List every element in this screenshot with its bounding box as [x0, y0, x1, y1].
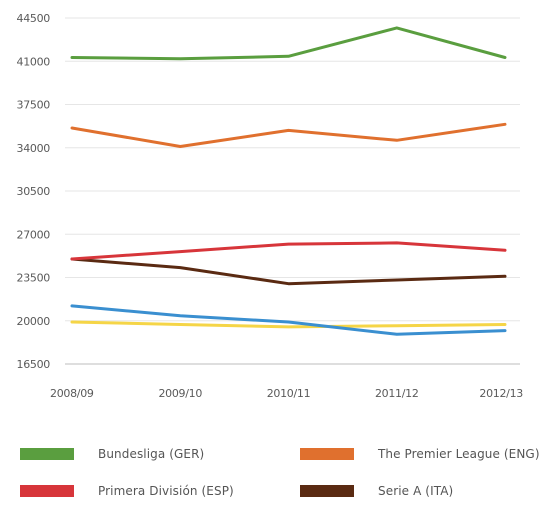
legend-label: Bundesliga (GER) [98, 447, 204, 461]
x-tick-label: 2009/10 [158, 387, 202, 400]
legend-label: Serie A (ITA) [378, 484, 453, 498]
series-line-unlabeled-f5d547 [70, 320, 507, 329]
series-line-bundesliga-ger [70, 26, 507, 61]
series-line-unlabeled-3a8fd0 [70, 304, 507, 336]
y-tick-label: 20000 [17, 315, 51, 328]
legend-label: The Premier League (ENG) [377, 447, 540, 461]
gridlines [65, 17, 520, 365]
y-axis: 16500 20000 23500 27000 30500 34000 37500 41000… [17, 12, 51, 371]
legend-swatch [300, 448, 354, 460]
x-tick-label: 2011/12 [375, 387, 419, 400]
y-tick-label: 44500 [17, 12, 51, 25]
y-tick-label: 16500 [17, 358, 51, 371]
y-tick-label: 37500 [17, 99, 51, 112]
y-tick-label: 23500 [17, 272, 51, 285]
series-line-serie-a-ita [70, 257, 507, 286]
y-tick-label: 30500 [17, 185, 51, 198]
legend-swatch [20, 448, 74, 460]
y-tick-label: 34000 [17, 142, 51, 155]
series-line-primera-divisi-n-esp [70, 241, 507, 261]
y-tick-label: 41000 [17, 55, 51, 68]
legend-swatch [20, 485, 74, 497]
legend-swatch [300, 485, 354, 497]
series-lines [70, 26, 507, 336]
legend-label: Primera División (ESP) [98, 484, 234, 498]
x-tick-label: 2012/13 [479, 387, 523, 400]
legend: Bundesliga (GER) The Premier League (ENG)… [20, 447, 540, 498]
x-tick-label: 2010/11 [267, 387, 311, 400]
series-line-the-premier-league-eng [70, 122, 507, 148]
y-tick-label: 27000 [17, 228, 51, 241]
x-axis: 2008/09 2009/10 2010/11 2011/12 2012/13 [50, 387, 524, 400]
x-tick-label: 2008/09 [50, 387, 94, 400]
